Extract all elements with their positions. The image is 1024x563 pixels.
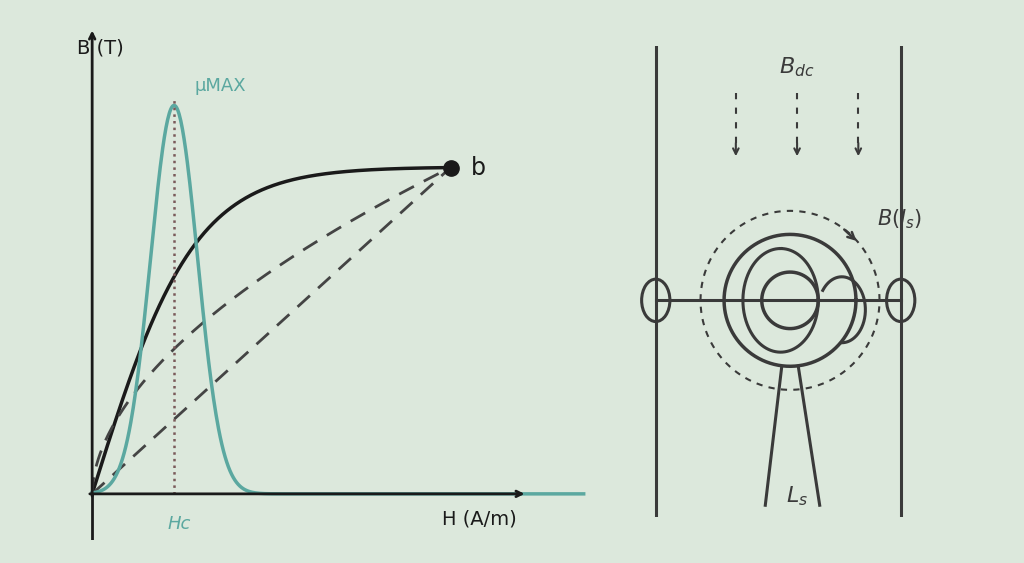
Text: b: b xyxy=(471,155,486,180)
Text: Hc: Hc xyxy=(168,515,190,533)
Text: B (T): B (T) xyxy=(77,38,124,57)
Text: H (A/m): H (A/m) xyxy=(442,510,517,529)
Text: μMAX: μMAX xyxy=(195,77,246,95)
Text: $B_{dc}$: $B_{dc}$ xyxy=(779,55,815,79)
Text: $B(I_s)$: $B(I_s)$ xyxy=(878,207,923,231)
Text: $L_s$: $L_s$ xyxy=(786,484,808,508)
